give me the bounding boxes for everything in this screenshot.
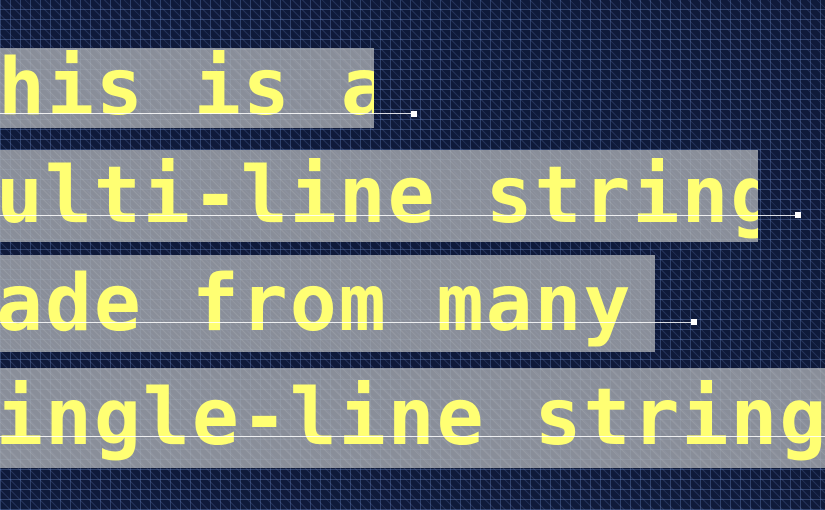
baseline-2 — [0, 215, 798, 216]
text-line-3: ade from many — [0, 255, 655, 352]
baseline-3 — [0, 322, 694, 323]
text-line-1: his is a — [0, 48, 374, 128]
text-line-2-label: ulti-line string — [0, 151, 758, 241]
baseline-1 — [0, 113, 414, 114]
baseline-4 — [0, 436, 825, 437]
text-line-1-label: his is a — [0, 48, 374, 128]
line-end-marker-3 — [691, 319, 697, 325]
line-end-marker-1 — [411, 111, 417, 117]
text-line-2: ulti-line string — [0, 150, 758, 242]
text-line-3-label: ade from many — [0, 258, 633, 349]
text-line-4: ingle-line strings — [0, 368, 825, 468]
line-end-marker-2 — [795, 212, 801, 218]
text-line-4-label: ingle-line strings — [0, 373, 825, 463]
